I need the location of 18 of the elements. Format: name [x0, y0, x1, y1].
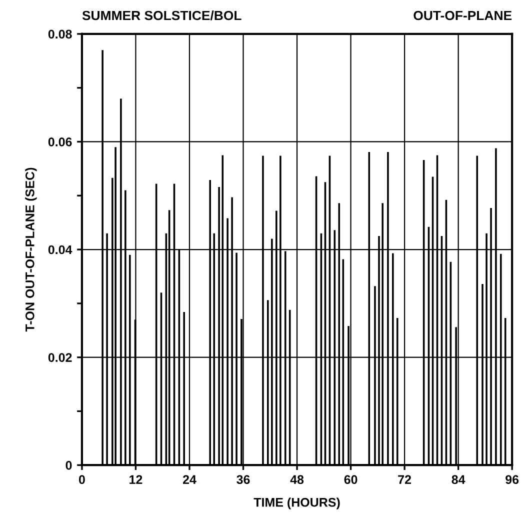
- x-tick-label: 96: [506, 475, 519, 484]
- x-tick-label: 36: [236, 475, 250, 484]
- y-tick-label: 0.04: [48, 245, 72, 254]
- x-tick-label: 48: [290, 475, 304, 484]
- y-tick-label: 0.02: [48, 353, 72, 362]
- x-tick-label: 84: [452, 475, 466, 484]
- chart-title: SUMMER SOLSTICE/BOL: [82, 10, 242, 20]
- y-tick-label: 0.08: [48, 30, 72, 39]
- x-tick-label: 12: [130, 475, 142, 484]
- chart-subtitle: OUT-OF-PLANE: [414, 10, 512, 20]
- x-tick-label: 0: [78, 475, 85, 484]
- x-tick-label: 24: [182, 475, 196, 484]
- y-tick-label: 0.06: [48, 138, 72, 146]
- x-tick-label: 60: [344, 475, 358, 484]
- x-axis-title: TIME (HOURS): [254, 498, 340, 510]
- y-axis-title: T-ON OUT-OF-PLANE (SEC): [25, 168, 37, 332]
- x-tick-label: 72: [398, 475, 411, 484]
- y-tick-label: 0: [66, 460, 72, 470]
